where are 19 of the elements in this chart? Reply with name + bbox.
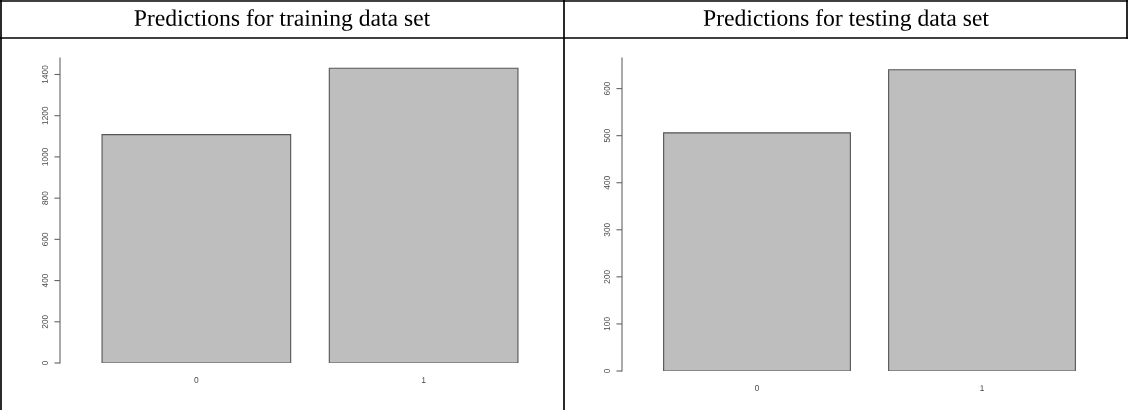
y-tick-label: 400	[604, 176, 610, 190]
x-tick-label: 1	[421, 377, 426, 383]
y-tick-label: 1000	[42, 147, 48, 166]
y-tick-label: 600	[42, 232, 48, 246]
y-tick-label: 200	[42, 315, 48, 329]
y-tick-label: 600	[604, 81, 610, 96]
y-tick-label: 200	[604, 270, 610, 284]
y-tick-label: 300	[604, 223, 610, 237]
chart-title: Predictions for training data set	[134, 9, 431, 31]
y-tick-label: 500	[604, 129, 610, 143]
y-tick-label: 400	[42, 273, 48, 288]
y-tick-label: 800	[42, 191, 48, 205]
y-tick-label: 1400	[42, 65, 48, 84]
y-tick-label: 0	[42, 361, 48, 365]
y-tick-label: 100	[604, 317, 610, 331]
y-tick-label: 1200	[42, 106, 48, 125]
x-tick-label: 1	[980, 385, 984, 391]
y-tick-label: 0	[604, 369, 610, 373]
chart-title: Predictions for testing data set	[703, 9, 989, 31]
